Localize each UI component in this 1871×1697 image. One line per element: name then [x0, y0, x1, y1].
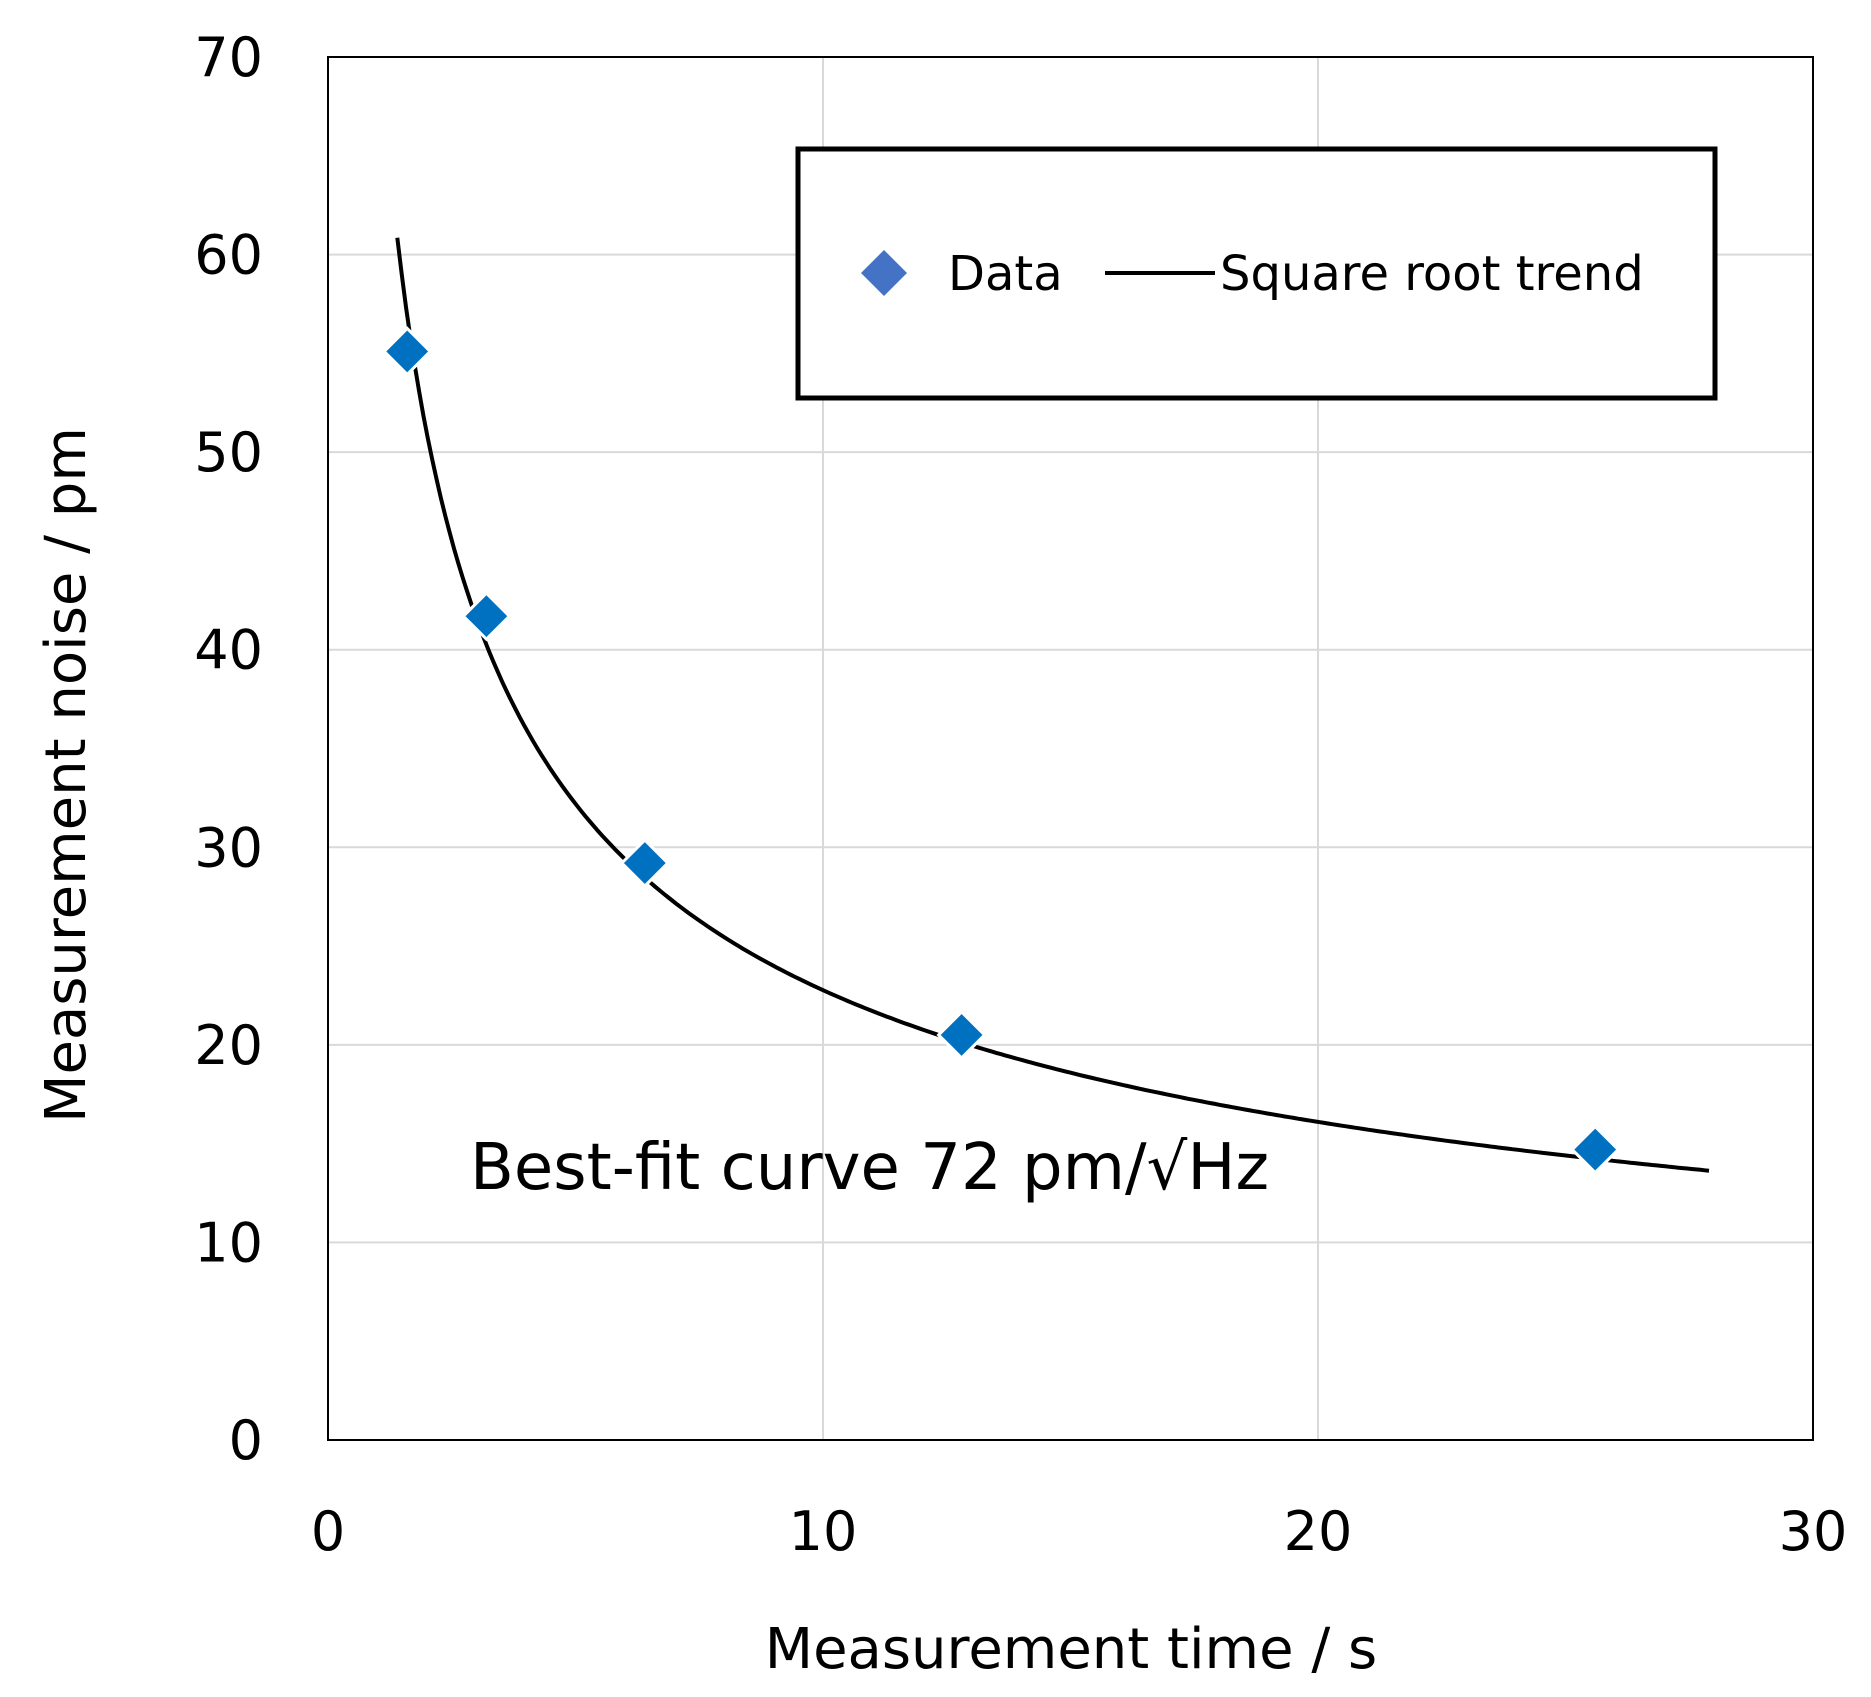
y-tick-label: 20 [194, 1014, 263, 1077]
legend-data-marker [861, 250, 907, 296]
legend-data-label: Data [948, 246, 1063, 302]
y-axis-title: Measurement noise / pm [34, 427, 99, 1123]
data-point [936, 1009, 987, 1061]
y-tick-label: 30 [194, 816, 263, 879]
best-fit-annotation: Best-fit curve 72 pm/√Hz [470, 1131, 1269, 1205]
x-axis-title: Measurement time / s [765, 1617, 1377, 1682]
data-point [382, 326, 433, 377]
y-tick-labels: 0 10 20 30 40 50 60 70 [194, 26, 263, 1472]
data-points [382, 326, 1621, 1175]
legend-box [795, 146, 1718, 401]
data-point [619, 837, 670, 889]
x-tick-label: 0 [311, 1500, 345, 1563]
square-root-trend-line [395, 237, 1710, 1173]
x-tick-label: 20 [1284, 1500, 1353, 1563]
y-tick-label: 60 [194, 224, 263, 287]
x-tick-label: 30 [1779, 1500, 1848, 1563]
x-tick-label: 10 [789, 1500, 858, 1563]
x-tick-labels: 0 10 20 30 [311, 1500, 1848, 1563]
plot-area-frame [327, 56, 1814, 1441]
y-tick-label: 70 [194, 26, 263, 89]
y-tick-label: 0 [229, 1409, 263, 1472]
y-tick-label: 50 [194, 421, 263, 484]
data-point [1570, 1124, 1621, 1175]
data-point [461, 591, 512, 642]
y-tick-label: 40 [194, 619, 263, 682]
legend: Data Square root trend [795, 146, 1718, 401]
legend-trend-label: Square root trend [1220, 246, 1644, 302]
y-tick-label: 10 [194, 1211, 263, 1274]
